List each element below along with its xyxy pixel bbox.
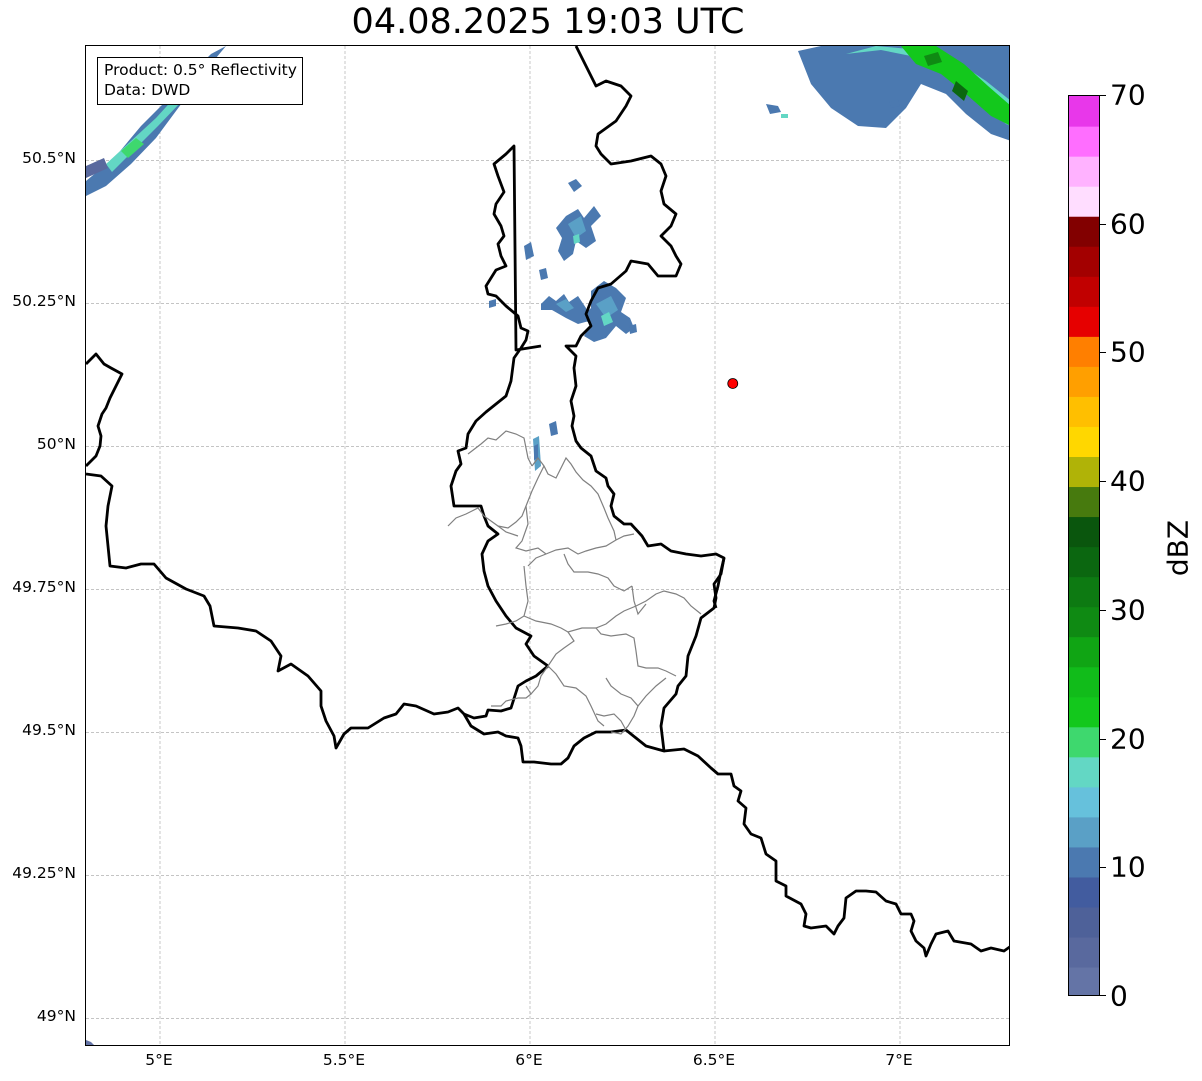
lat-tick-label: 49°N: [36, 1007, 76, 1026]
colorbar-swatch: [1069, 726, 1099, 758]
colorbar-tick-mark: [1100, 352, 1106, 354]
lat-tick-label: 50.25°N: [12, 292, 76, 311]
lon-tick-label: 6°E: [515, 1051, 543, 1069]
colorbar-tick-label: 70: [1110, 78, 1146, 112]
colorbar-tick-mark: [1100, 609, 1106, 611]
border-luxembourg-south: [462, 557, 726, 766]
border-germany-france-south: [663, 747, 1009, 958]
colorbar-tick-label: 40: [1110, 464, 1146, 498]
colorbar-swatch: [1069, 516, 1099, 548]
map-frame[interactable]: [85, 45, 1010, 1046]
colorbar-swatch: [1069, 786, 1099, 818]
colorbar-swatch: [1069, 276, 1099, 307]
colorbar-tick-label: 30: [1110, 593, 1146, 627]
border-belgium-luxembourg: [449, 144, 549, 668]
colorbar-swatch: [1069, 96, 1099, 127]
data-source-label: Data: DWD: [104, 81, 191, 99]
colorbar-tick-mark: [1100, 95, 1106, 96]
lon-tick-label: 5°E: [145, 1051, 173, 1069]
colorbar-swatch: [1069, 486, 1099, 518]
colorbar-swatches: [1069, 96, 1099, 995]
lon-tick-label: 6.5°E: [692, 1051, 736, 1069]
product-label: Product: 0.5° Reflectivity: [104, 61, 297, 79]
colorbar-swatch: [1069, 126, 1099, 157]
colorbar-swatch: [1069, 456, 1099, 488]
colorbar-tick-mark: [1100, 481, 1106, 483]
border-france-belgium-west: [86, 352, 124, 467]
colorbar-swatch: [1069, 666, 1099, 698]
radar-echoes: [86, 46, 1009, 1045]
colorbar-swatch: [1069, 426, 1099, 457]
lon-tick-label: 5.5°E: [322, 1051, 366, 1069]
echo-cluster-center: [489, 179, 637, 471]
colorbar-swatch: [1069, 186, 1099, 217]
colorbar-swatch: [1069, 336, 1099, 367]
lat-tick-label: 49.25°N: [12, 864, 76, 883]
colorbar: [1068, 95, 1100, 996]
lat-tick-label: 50.5°N: [22, 149, 76, 168]
lat-tick-label: 50°N: [36, 435, 76, 454]
colorbar-swatch: [1069, 216, 1099, 247]
echo-cluster-northeast: [766, 46, 1009, 141]
colorbar-swatch: [1069, 846, 1099, 878]
colorbar-tick-mark: [1100, 738, 1106, 740]
radar-map[interactable]: [86, 46, 1010, 1046]
colorbar-swatch: [1069, 636, 1099, 668]
colorbar-swatch: [1069, 546, 1099, 578]
colorbar-tick-label: 20: [1110, 722, 1146, 756]
echo-corner-southwest: [86, 1040, 94, 1045]
colorbar-swatch: [1069, 306, 1099, 337]
colorbar-swatch: [1069, 966, 1099, 995]
colorbar-swatch: [1069, 606, 1099, 638]
colorbar-tick-mark: [1100, 867, 1106, 869]
graticule-grid: [86, 46, 1009, 1045]
border-germany-west: [564, 46, 726, 609]
colorbar-tick-label: 60: [1110, 207, 1146, 241]
colorbar-tick-mark: [1100, 995, 1106, 996]
colorbar-swatch: [1069, 246, 1099, 277]
colorbar-swatch: [1069, 696, 1099, 728]
colorbar-swatch: [1069, 756, 1099, 788]
colorbar-tick-mark: [1100, 223, 1106, 225]
colorbar-swatch: [1069, 396, 1099, 427]
lat-tick-label: 49.5°N: [22, 721, 76, 740]
district-borders: [447, 430, 702, 735]
country-borders: [86, 46, 1009, 958]
colorbar-swatch: [1069, 936, 1099, 968]
map-title: 04.08.2025 19:03 UTC: [351, 2, 745, 42]
colorbar-tick-label: 0: [1110, 979, 1128, 1013]
colorbar-tick-label: 50: [1110, 335, 1146, 369]
colorbar-swatch: [1069, 366, 1099, 397]
lon-tick-label: 7°E: [885, 1051, 913, 1069]
lat-tick-label: 49.75°N: [12, 578, 76, 597]
colorbar-swatch: [1069, 576, 1099, 608]
colorbar-swatch: [1069, 816, 1099, 848]
colorbar-unit-label: dBZ: [1161, 519, 1195, 577]
colorbar-tick-label: 10: [1110, 850, 1146, 884]
info-box: Product: 0.5° Reflectivity Data: DWD: [97, 57, 303, 105]
colorbar-swatch: [1069, 156, 1099, 187]
radar-site-marker[interactable]: [727, 378, 739, 389]
border-belgium-france: [86, 472, 549, 750]
colorbar-swatch: [1069, 876, 1099, 908]
colorbar-swatch: [1069, 906, 1099, 938]
